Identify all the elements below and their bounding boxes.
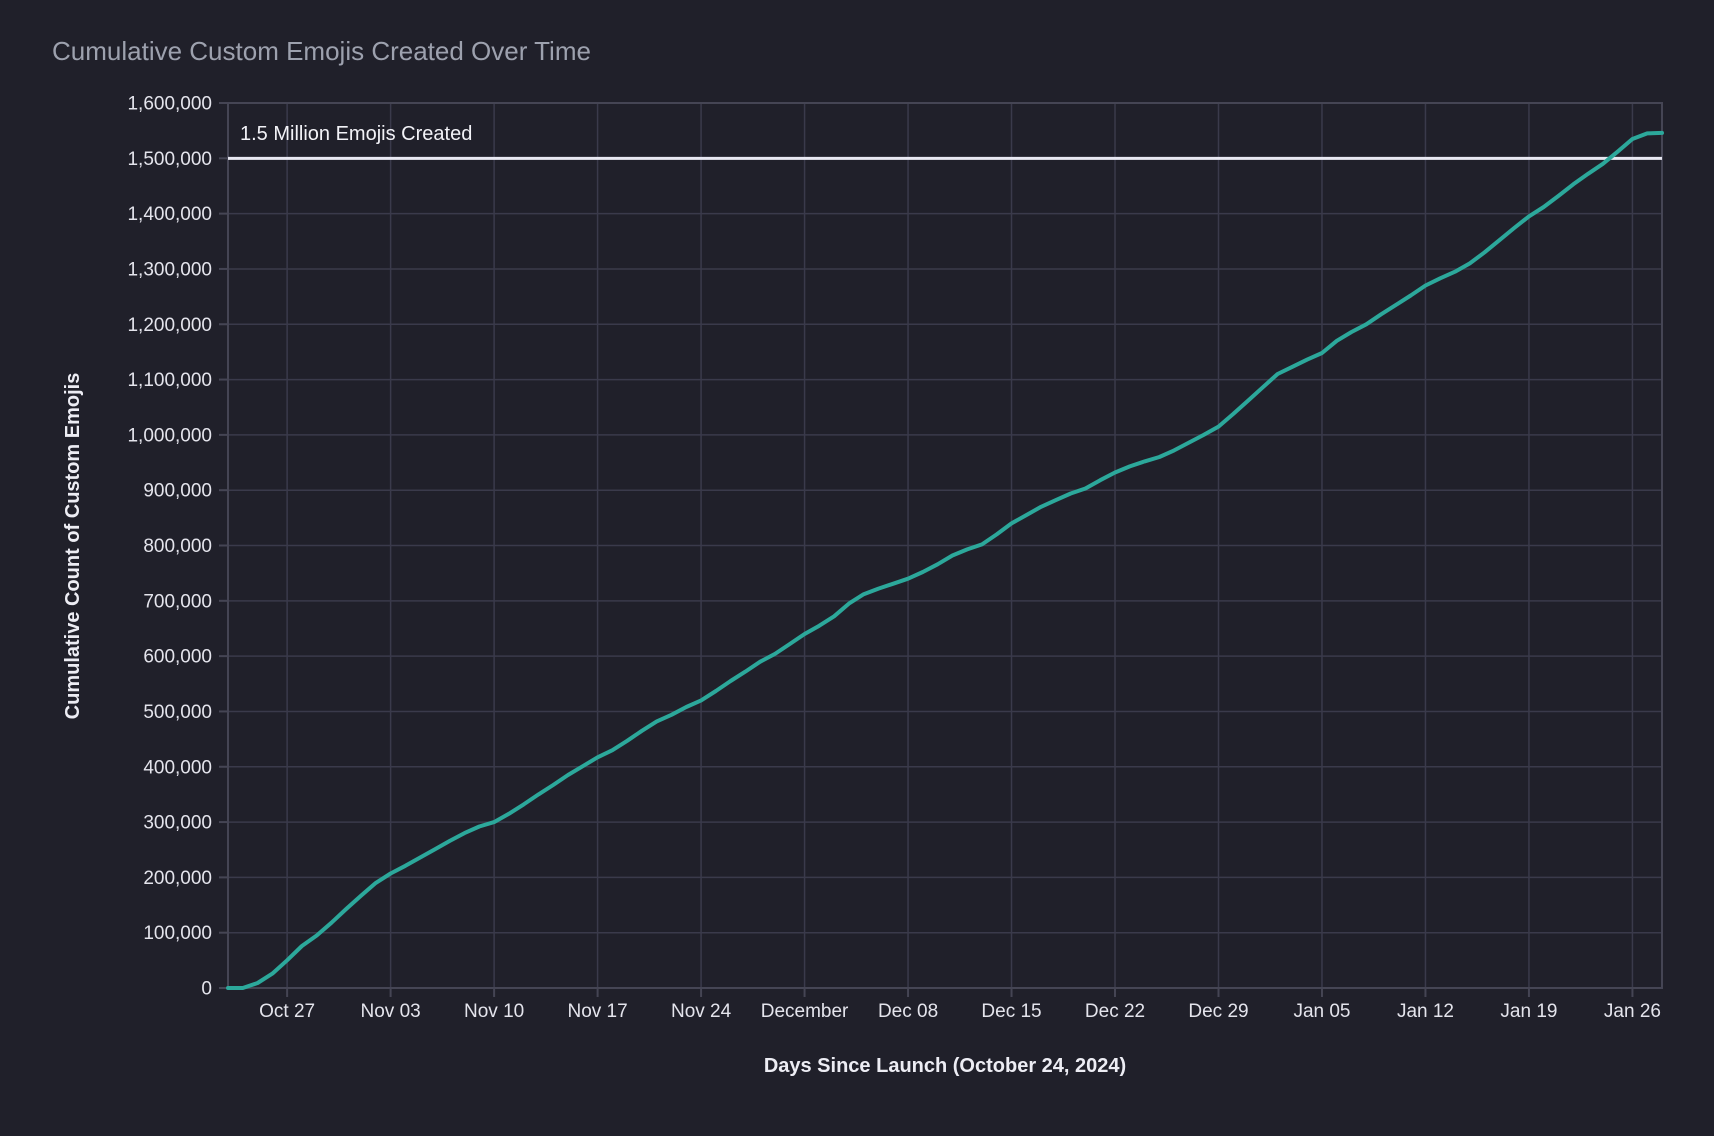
x-tick-label: Dec 29 <box>1188 1001 1248 1022</box>
reference-line-label: 1.5 Million Emojis Created <box>240 123 472 145</box>
y-tick-label: 200,000 <box>143 868 212 889</box>
y-tick-label: 600,000 <box>143 647 212 668</box>
x-tick-label: Nov 03 <box>361 1001 421 1022</box>
cumulative-emojis-line <box>226 130 1664 990</box>
chart-title: Cumulative Custom Emojis Created Over Ti… <box>52 36 591 66</box>
x-tick-label: Oct 27 <box>259 1001 315 1022</box>
x-tick-label: Nov 24 <box>671 1001 732 1022</box>
y-tick-label: 700,000 <box>143 591 212 612</box>
tick-marks <box>219 102 1634 997</box>
y-tick-label: 800,000 <box>143 536 212 557</box>
y-tick-label: 1,600,000 <box>127 94 212 115</box>
y-tick-label: 1,100,000 <box>127 370 212 391</box>
gridlines <box>228 102 1662 989</box>
x-tick-label: Dec 15 <box>981 1001 1041 1022</box>
y-tick-label: 1,500,000 <box>127 149 212 170</box>
y-tick-label: 900,000 <box>143 481 212 502</box>
x-tick-label: Jan 12 <box>1397 1001 1454 1022</box>
tick-labels: 0 100,000 200,000 300,000 400,000 500,000 600,… <box>127 94 1660 1023</box>
x-tick-label: Jan 19 <box>1500 1001 1557 1022</box>
y-tick-label: 1,400,000 <box>127 204 212 225</box>
x-tick-label: Dec 08 <box>878 1001 938 1022</box>
y-tick-label: 500,000 <box>143 702 212 723</box>
y-tick-label: 1,200,000 <box>127 315 212 336</box>
y-tick-label: 1,000,000 <box>127 425 212 446</box>
y-tick-label: 300,000 <box>143 813 212 834</box>
y-tick-label: 0 <box>201 979 212 1000</box>
y-tick-label: 400,000 <box>143 757 212 778</box>
x-tick-label: December <box>761 1001 849 1022</box>
x-tick-label: Jan 05 <box>1293 1001 1350 1022</box>
x-tick-label: Jan 26 <box>1604 1001 1661 1022</box>
x-tick-label: Nov 17 <box>567 1001 627 1022</box>
y-tick-label: 1,300,000 <box>127 259 212 280</box>
x-tick-label: Dec 22 <box>1085 1001 1145 1022</box>
y-axis-title: Cumulative Count of Custom Emojis <box>62 373 84 720</box>
y-tick-label: 100,000 <box>143 923 212 944</box>
x-tick-label: Nov 10 <box>464 1001 524 1022</box>
x-axis-title: Days Since Launch (October 24, 2024) <box>764 1055 1126 1077</box>
